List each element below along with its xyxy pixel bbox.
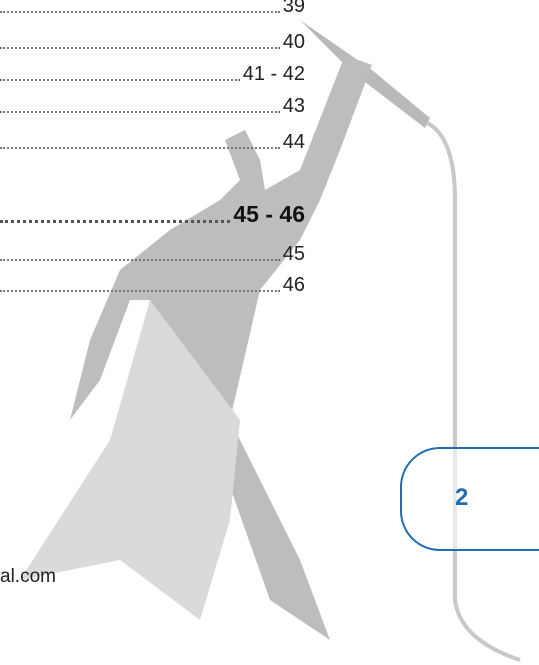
toc-entry: 43 (0, 92, 305, 118)
dot-leader (0, 259, 280, 261)
toc-page: 40 (283, 31, 305, 54)
toc-entry: 44 (0, 128, 305, 154)
toc-entry: 45 (0, 240, 305, 266)
dot-leader (0, 79, 240, 81)
dot-leader (0, 111, 280, 113)
dot-leader (0, 290, 280, 292)
footer-url: al.com (0, 566, 56, 588)
page-number: 2 (455, 484, 468, 512)
cord (420, 120, 520, 660)
toc-entry: 45 - 46 (0, 202, 305, 228)
dot-leader (0, 47, 280, 49)
dot-leader (0, 147, 280, 149)
toc-page: 43 (283, 95, 305, 118)
toc-entry: 41 - 42 (0, 60, 305, 86)
toc-entry: 46 (0, 271, 305, 297)
dot-leader (0, 11, 280, 13)
page: 394041 - 42434445 - 464546 2 al.com (() … (0, 0, 539, 665)
toc-page: 45 - 46 (233, 201, 305, 228)
dot-leader (0, 220, 230, 223)
toc-entry: 40 (0, 28, 305, 54)
toc-page: 46 (283, 274, 305, 297)
toc-page: 44 (283, 131, 305, 154)
toc-page: 39 (283, 0, 305, 18)
page-tab (400, 447, 539, 551)
toc-page: 45 (283, 243, 305, 266)
toc-page: 41 - 42 (243, 63, 305, 86)
toc-entry: 39 (0, 0, 305, 18)
